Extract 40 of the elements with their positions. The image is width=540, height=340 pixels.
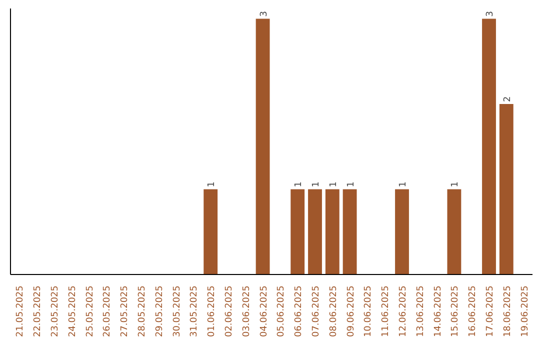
x-tick-label: 31.05.2025 xyxy=(190,286,200,338)
x-tick-label: 15.06.2025 xyxy=(450,286,461,338)
x-tick-label: 19.06.2025 xyxy=(520,286,530,338)
x-tick-label: 29.05.2025 xyxy=(154,286,165,338)
x-tick-label: 22.05.2025 xyxy=(33,286,44,338)
x-tick-label: 25.05.2025 xyxy=(85,286,96,338)
x-tick-label: 27.05.2025 xyxy=(120,286,130,338)
data-label: 1 xyxy=(207,182,218,188)
x-tick-label: 01.06.2025 xyxy=(207,286,218,338)
x-tick-label: 05.06.2025 xyxy=(276,286,287,338)
x-tick-label: 10.06.2025 xyxy=(364,286,374,338)
x-tick-label: 14.06.2025 xyxy=(433,286,444,338)
x-tick-label: 11.06.2025 xyxy=(381,286,392,338)
x-tick-label: 12.06.2025 xyxy=(398,286,408,338)
x-tick-label: 07.06.2025 xyxy=(312,286,322,338)
data-label: 1 xyxy=(294,182,304,188)
x-tick-label: 28.05.2025 xyxy=(138,286,148,338)
x-tick-label: 03.06.2025 xyxy=(242,286,252,338)
data-label: 1 xyxy=(398,182,408,188)
x-tick-label: 13.06.2025 xyxy=(416,286,426,338)
x-tick-label: 16.06.2025 xyxy=(468,286,478,338)
x-tick-label: 21.05.2025 xyxy=(16,286,26,338)
x-tick-label: 04.06.2025 xyxy=(259,286,270,338)
x-tick-label: 06.06.2025 xyxy=(294,286,304,338)
x-tick-label: 23.05.2025 xyxy=(50,286,60,338)
x-tick-label: 09.06.2025 xyxy=(346,286,356,338)
data-label: 2 xyxy=(502,96,513,102)
x-tick-label: 17.06.2025 xyxy=(486,286,496,338)
x-tick-label: 08.06.2025 xyxy=(328,286,339,338)
data-label: 1 xyxy=(346,182,356,188)
data-label: 3 xyxy=(259,10,270,17)
data-label: 1 xyxy=(450,182,461,188)
x-tick-label: 24.05.2025 xyxy=(68,286,78,338)
x-tick-label: 18.06.2025 xyxy=(502,286,513,338)
data-label: 1 xyxy=(312,182,322,188)
x-tick-label: 02.06.2025 xyxy=(224,286,234,338)
data-label: 3 xyxy=(486,10,496,17)
x-tick-label: 26.05.2025 xyxy=(102,286,113,338)
data-label: 1 xyxy=(328,182,339,188)
x-tick-label: 30.05.2025 xyxy=(172,286,182,338)
